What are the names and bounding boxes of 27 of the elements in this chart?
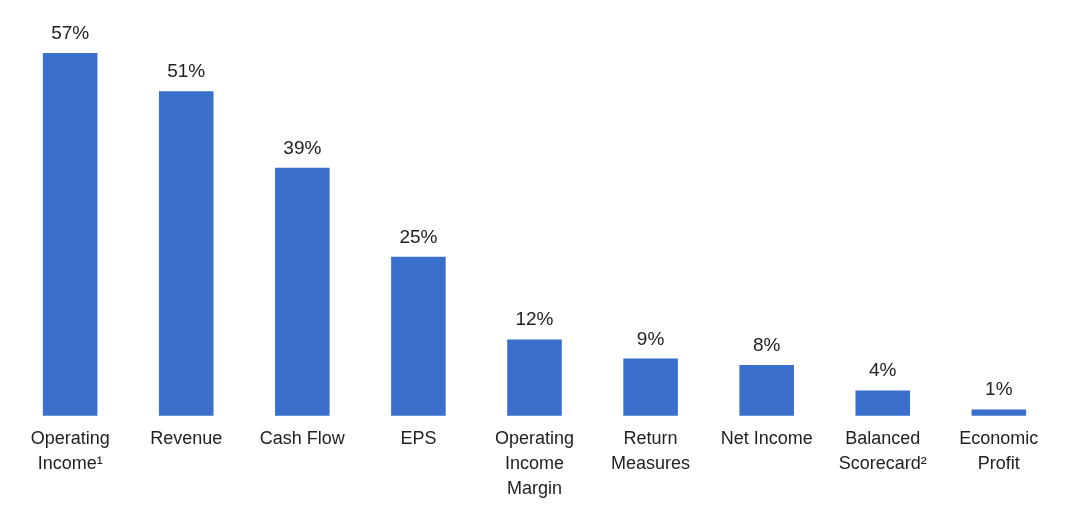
x-tick-label: EPS	[400, 427, 437, 448]
data-label: 9%	[636, 327, 665, 349]
bar	[623, 358, 678, 416]
x-tick-label: Operating Income¹	[30, 427, 110, 473]
data-label: 4%	[869, 359, 897, 381]
bar	[275, 167, 330, 416]
data-label: 1%	[985, 378, 1013, 400]
x-tick-label: Balanced Scorecard²	[838, 427, 927, 473]
bar	[855, 390, 911, 416]
bar	[507, 339, 562, 416]
bar	[739, 364, 794, 416]
x-tick-label: Return Measures	[611, 427, 691, 473]
data-label: 25%	[399, 225, 438, 247]
data-label: 57%	[51, 22, 90, 44]
x-tick-label: Economic Profit	[959, 427, 1039, 473]
data-label: 39%	[283, 136, 322, 158]
bar	[391, 256, 446, 416]
x-tick-label: Net Income	[720, 427, 813, 448]
bar	[971, 409, 1027, 416]
x-tick-label: Revenue	[150, 427, 223, 448]
data-label: 12%	[515, 308, 554, 330]
bar	[42, 53, 98, 416]
x-tick-label: Cash Flow	[259, 427, 346, 448]
bar	[158, 91, 214, 416]
data-label: 8%	[752, 333, 781, 355]
x-tick-label: Operating Income Margin	[494, 427, 575, 498]
data-label: 51%	[167, 60, 206, 82]
